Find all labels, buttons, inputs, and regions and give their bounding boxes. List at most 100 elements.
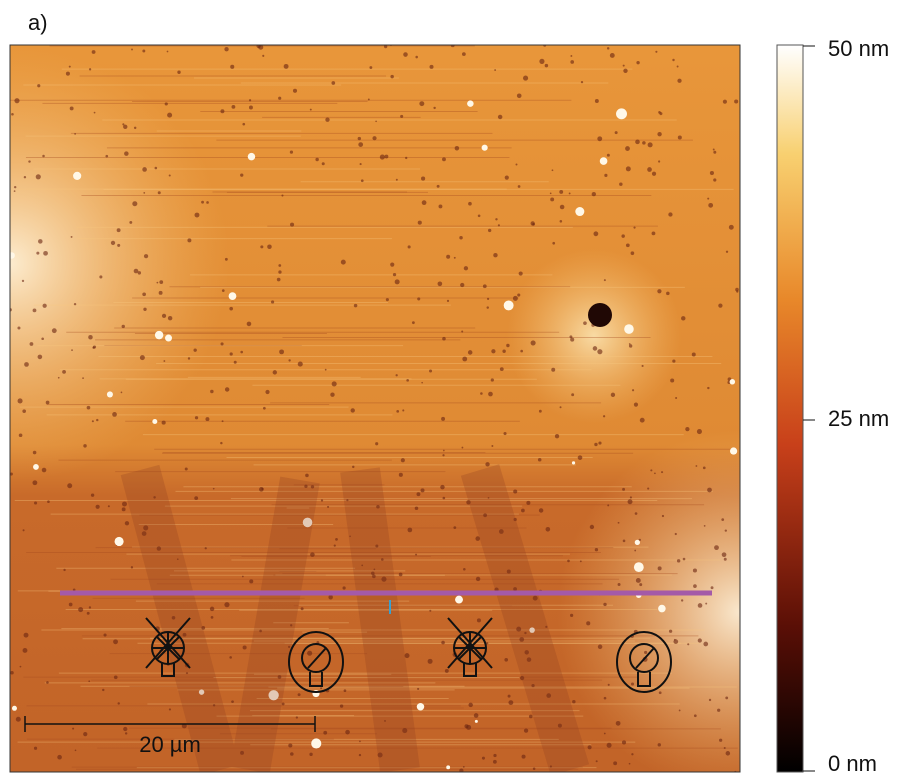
texture	[154, 166, 158, 170]
texture	[692, 568, 697, 573]
texture	[358, 753, 362, 757]
texture	[644, 650, 648, 655]
texture	[390, 262, 395, 267]
texture	[579, 560, 582, 563]
texture	[201, 625, 206, 630]
texture	[164, 102, 168, 106]
texture	[68, 602, 73, 607]
texture	[384, 719, 386, 722]
texture	[402, 727, 408, 734]
texture	[220, 109, 225, 114]
texture	[331, 81, 336, 85]
texture	[633, 402, 639, 407]
texture	[406, 379, 409, 382]
texture	[240, 350, 244, 354]
texture	[224, 47, 229, 52]
texture	[156, 281, 159, 284]
texture	[407, 527, 413, 533]
texture	[229, 306, 233, 311]
texture	[639, 417, 645, 423]
texture	[384, 154, 389, 159]
texture	[539, 58, 545, 64]
texture	[602, 415, 606, 418]
texture	[220, 441, 223, 445]
texture	[272, 370, 278, 375]
texture	[622, 487, 626, 491]
texture	[570, 60, 575, 64]
texture	[10, 472, 13, 476]
texture	[142, 49, 146, 53]
texture	[221, 420, 224, 423]
texture	[288, 359, 291, 362]
texture	[594, 442, 598, 447]
texture	[400, 114, 404, 118]
texture	[288, 743, 293, 748]
texture	[369, 66, 373, 69]
colorbar-label: 50 nm	[828, 36, 889, 61]
texture	[475, 576, 481, 582]
texture	[281, 194, 284, 197]
texture	[231, 700, 234, 704]
texture	[513, 489, 518, 494]
texture	[421, 176, 426, 181]
texture	[661, 471, 664, 474]
texture	[224, 602, 230, 608]
texture	[124, 521, 130, 526]
texture	[277, 675, 282, 679]
texture	[617, 583, 621, 587]
texture	[229, 352, 233, 356]
texture	[41, 337, 44, 341]
texture	[15, 716, 21, 722]
texture	[342, 586, 346, 590]
texture	[283, 63, 289, 69]
texture	[42, 154, 45, 158]
texture	[290, 624, 293, 627]
texture	[242, 122, 246, 126]
texture	[116, 228, 121, 233]
texture	[210, 389, 214, 394]
texture	[112, 412, 117, 417]
texture	[204, 547, 207, 550]
texture	[42, 303, 47, 308]
texture	[161, 420, 166, 425]
texture	[495, 218, 498, 221]
texture	[339, 704, 344, 708]
texture	[427, 658, 433, 664]
texture	[429, 609, 432, 612]
texture	[513, 587, 517, 591]
texture	[131, 48, 133, 51]
texture	[184, 467, 188, 471]
texture	[549, 765, 552, 768]
texture	[404, 653, 410, 659]
texture	[143, 525, 149, 531]
texture	[416, 703, 425, 711]
texture	[538, 409, 542, 413]
texture	[309, 108, 312, 111]
texture	[321, 162, 325, 166]
texture	[708, 698, 712, 702]
texture	[315, 157, 319, 162]
texture	[411, 321, 415, 325]
texture	[310, 485, 315, 489]
texture	[349, 535, 351, 538]
texture	[268, 690, 279, 701]
texture	[678, 709, 681, 712]
texture	[417, 220, 422, 225]
texture	[32, 308, 37, 313]
texture	[528, 714, 533, 719]
texture	[37, 354, 43, 360]
texture	[628, 762, 631, 765]
texture	[194, 496, 199, 501]
texture	[371, 571, 375, 576]
texture	[230, 64, 235, 69]
texture	[676, 65, 679, 68]
texture	[468, 201, 472, 206]
texture	[696, 428, 702, 435]
texture	[72, 588, 76, 592]
texture	[158, 290, 163, 295]
texture	[289, 150, 294, 154]
texture	[229, 656, 232, 659]
texture	[70, 235, 73, 238]
texture	[139, 355, 145, 361]
texture	[14, 98, 20, 104]
